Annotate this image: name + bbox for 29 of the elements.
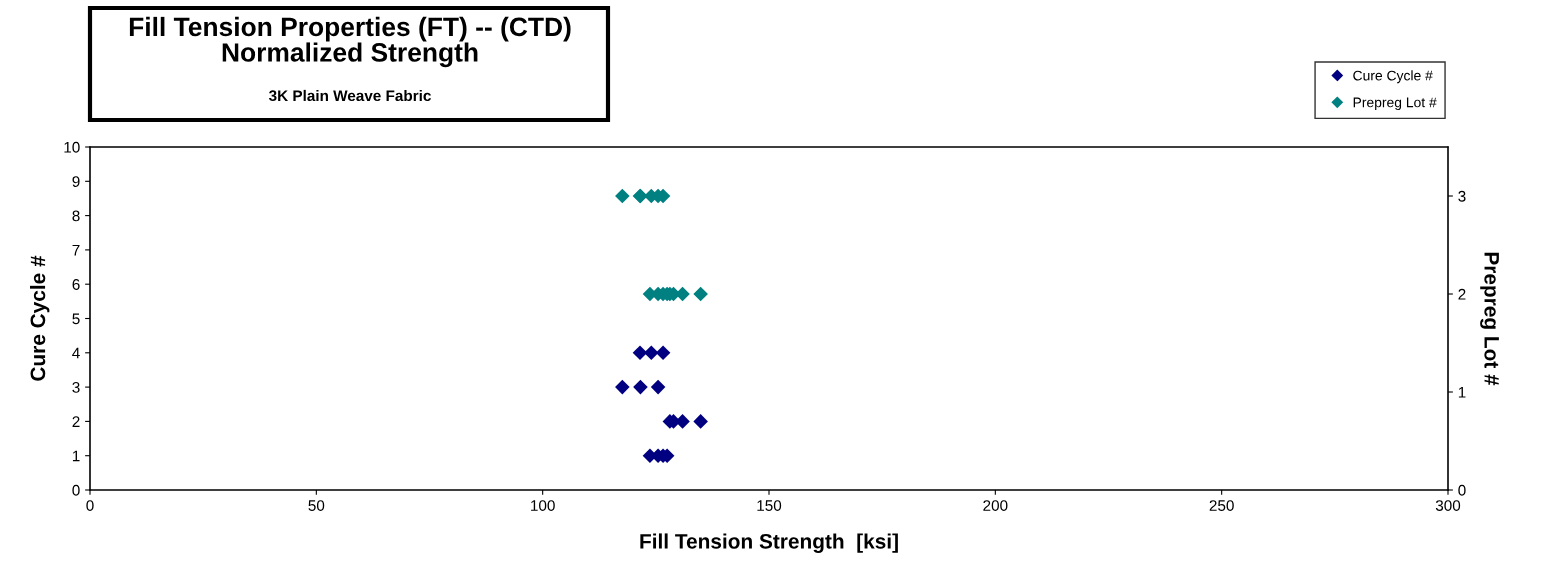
- legend-label: Cure Cycle #: [1353, 70, 1433, 84]
- y-tick-label: 4: [72, 347, 80, 359]
- y-tick-label: 2: [72, 416, 80, 427]
- chart-title: Fill Tension Properties (FT) -- (CTD) Normalized Strength: [129, 16, 571, 68]
- x-tick-label: 100: [531, 500, 555, 511]
- y-tick-label: 8: [72, 210, 80, 222]
- y-tick-label: 9: [72, 176, 80, 187]
- y-tick-label: 3: [72, 381, 80, 393]
- y-tick-label: 10: [64, 141, 80, 153]
- y-tick-label: 7: [72, 244, 80, 256]
- y-tick-label: 1: [72, 450, 80, 462]
- y2-tick-label: 2: [1458, 288, 1466, 300]
- y2-tick-label: 0: [1458, 484, 1466, 496]
- x-tick-label: 50: [308, 500, 325, 511]
- chart-subtitle: 3K Plain Weave Fabric: [268, 89, 431, 102]
- y-tick-label: 0: [72, 484, 80, 496]
- x-tick-label: 0: [86, 500, 94, 511]
- x-tick-label: 150: [757, 500, 782, 511]
- y2-tick-label: 1: [1458, 387, 1466, 398]
- y2-axis-title: Prepreg Lot #: [1480, 252, 1499, 386]
- x-tick-label: 300: [1435, 500, 1461, 511]
- x-axis-title: Fill Tension Strength [ksi]: [640, 533, 898, 553]
- y2-tick-label: 3: [1458, 190, 1466, 202]
- y-tick-label: 5: [72, 313, 80, 325]
- x-tick-label: 250: [1209, 500, 1234, 511]
- legend-label: Prepreg Lot #: [1353, 97, 1437, 111]
- y-tick-label: 6: [72, 279, 80, 290]
- y-axis-title: Cure Cycle #: [29, 255, 50, 381]
- x-tick-label: 200: [983, 500, 1008, 511]
